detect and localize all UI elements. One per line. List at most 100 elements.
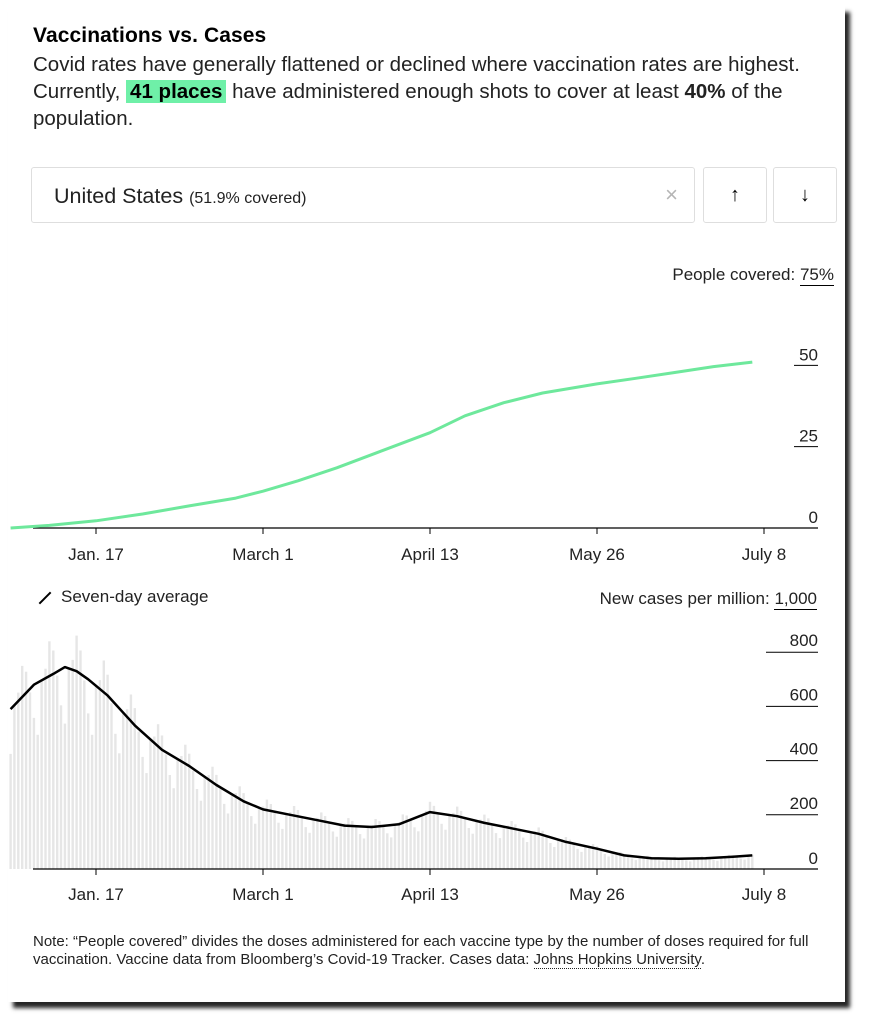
case-bar — [289, 812, 292, 869]
case-bar — [463, 819, 467, 869]
case-bar — [510, 821, 513, 869]
case-bar — [24, 671, 28, 869]
vaccine-xtick-label: May 26 — [569, 545, 625, 564]
previous-location-button[interactable]: ↑ — [703, 167, 767, 223]
case-bar — [355, 827, 358, 869]
seven-day-legend: Seven-day average — [37, 587, 208, 607]
case-bar — [541, 830, 544, 869]
case-bar — [479, 819, 482, 869]
case-bar — [378, 821, 381, 869]
case-bar — [704, 856, 707, 869]
case-bar — [646, 855, 649, 869]
case-bar — [525, 842, 529, 869]
case-bar — [40, 680, 43, 869]
case-bar — [475, 821, 478, 869]
vaccination-line — [10, 360, 753, 530]
case-bar — [421, 815, 424, 869]
case-bar — [156, 724, 160, 869]
case-bar — [413, 827, 416, 869]
location-coverage: (51.9% covered) — [189, 190, 307, 207]
cases-ytick-label: 600 — [790, 685, 818, 704]
case-bar — [444, 829, 447, 869]
clear-icon[interactable]: × — [665, 182, 678, 207]
case-bar — [471, 833, 474, 869]
case-bar — [739, 858, 742, 869]
case-bar — [533, 831, 537, 869]
case-bar — [59, 705, 63, 869]
case-bar — [17, 692, 20, 869]
case-bar — [83, 680, 86, 869]
case-bar — [607, 856, 610, 869]
cases-xtick-label: Jan. 17 — [68, 885, 124, 904]
case-bar — [277, 822, 280, 869]
case-bar — [677, 857, 680, 869]
case-bar — [724, 856, 727, 869]
case-bar — [727, 854, 731, 869]
case-bar — [401, 814, 404, 869]
case-bar — [506, 825, 509, 869]
case-bar — [374, 819, 377, 869]
case-bar — [366, 826, 370, 869]
case-bar — [219, 788, 222, 869]
case-bar — [102, 660, 105, 869]
case-bar — [490, 825, 494, 869]
case-bar — [269, 804, 272, 869]
next-location-button[interactable]: ↓ — [773, 167, 837, 223]
case-bar — [176, 759, 179, 869]
case-bar — [522, 837, 525, 869]
location-selector[interactable]: United States (51.9% covered) × — [31, 167, 695, 223]
case-bar — [238, 786, 241, 869]
case-bar — [716, 860, 719, 869]
case-bar — [304, 827, 307, 869]
case-bar — [619, 851, 622, 869]
jhu-link[interactable]: Johns Hopkins University — [533, 951, 701, 969]
case-bar — [90, 734, 94, 869]
case-bar — [572, 844, 575, 869]
case-bar — [743, 859, 746, 869]
case-bar — [661, 861, 665, 869]
cases-xtick-label: July 8 — [742, 885, 786, 904]
case-bar — [223, 803, 226, 869]
case-bar — [700, 856, 704, 869]
case-bar — [203, 776, 206, 869]
case-bar — [149, 739, 152, 869]
case-bar — [588, 845, 591, 869]
case-bar — [172, 788, 175, 869]
case-bar — [409, 820, 412, 869]
case-bar — [514, 824, 517, 869]
vaccine-ytick-label: 0 — [809, 508, 818, 527]
case-bar — [386, 833, 389, 869]
case-bar — [110, 703, 113, 869]
case-bar — [343, 823, 346, 869]
case-bar — [118, 753, 121, 869]
case-bar — [226, 813, 230, 869]
case-bar — [584, 846, 587, 869]
case-bar — [191, 770, 195, 869]
case-bar — [731, 855, 735, 869]
case-bar — [207, 775, 210, 869]
case-bar — [576, 848, 579, 869]
case-bar — [56, 675, 59, 869]
case-bar — [564, 837, 568, 869]
case-bar — [137, 731, 140, 869]
case-bar — [424, 810, 428, 869]
case-bar — [529, 832, 533, 869]
vaccine-xtick-label: Jan. 17 — [68, 545, 124, 564]
case-bar — [32, 717, 36, 869]
chart-title: Vaccinations vs. Cases — [33, 24, 267, 47]
case-bar — [603, 853, 606, 869]
case-bar — [665, 858, 669, 869]
case-bar — [180, 756, 183, 869]
case-bar — [296, 810, 300, 869]
selected-location[interactable]: United States (51.9% covered) — [54, 184, 306, 209]
case-bar — [615, 852, 618, 869]
case-bar — [79, 650, 82, 869]
case-bar — [215, 774, 218, 869]
case-bar — [436, 814, 439, 869]
case-bar — [164, 754, 168, 869]
cases-ytick-label: 200 — [790, 794, 818, 813]
case-bar — [234, 793, 237, 869]
case-bar — [518, 830, 521, 869]
vaccine-ylabel: People covered: — [672, 265, 796, 284]
case-bar — [417, 831, 420, 869]
